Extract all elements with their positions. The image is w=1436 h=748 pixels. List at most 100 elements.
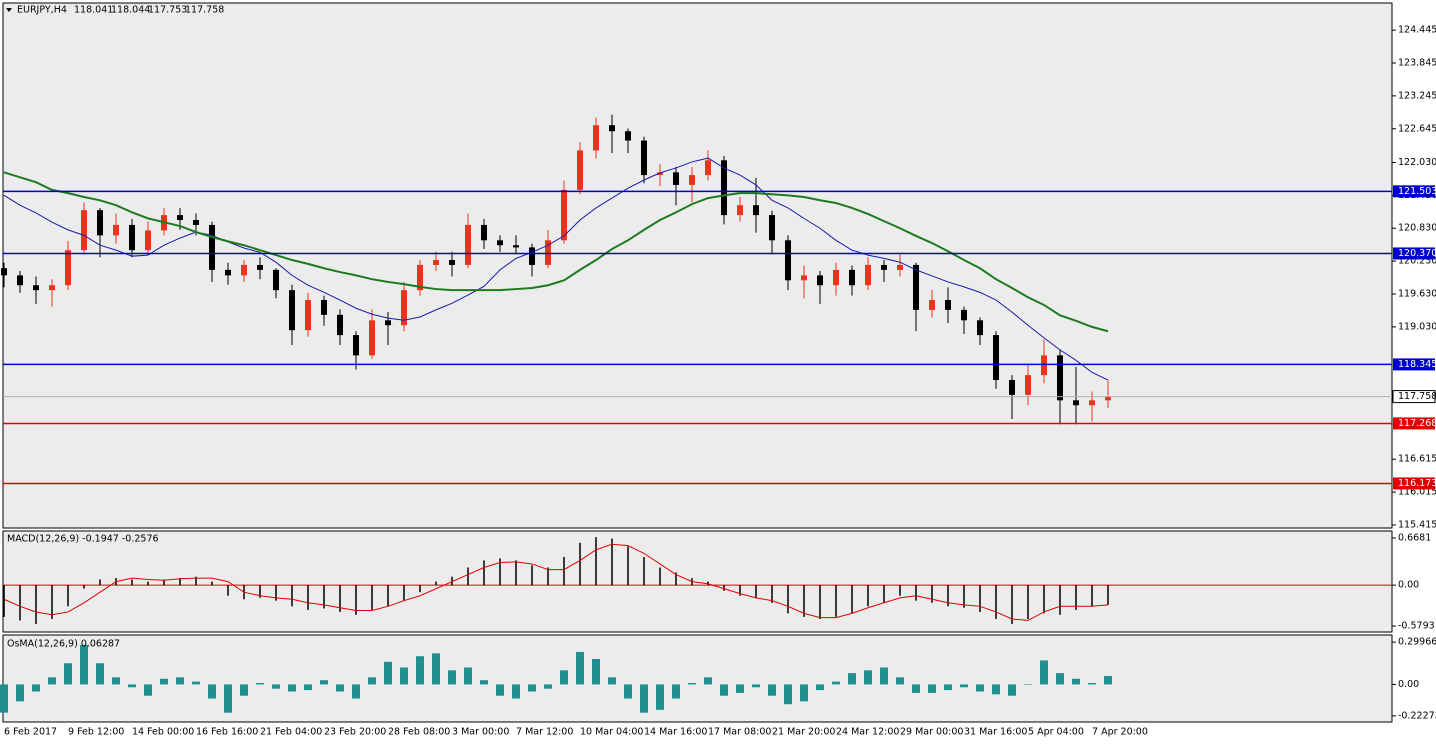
osma-bar — [768, 684, 776, 696]
x-tick-label: 7 Mar 12:00 — [516, 727, 573, 738]
candle-body — [769, 215, 775, 241]
candle-body — [497, 240, 503, 246]
osma-bar — [832, 681, 840, 685]
candle-body — [881, 264, 887, 270]
moving-average — [3, 157, 1109, 381]
candle-body — [945, 300, 951, 310]
osma-bar — [96, 663, 104, 685]
x-tick-label: 28 Feb 08:00 — [388, 727, 450, 738]
candle-body — [417, 264, 423, 291]
current-price-label: 117.758 — [1398, 391, 1436, 402]
level-box — [1393, 185, 1435, 198]
osma-bar — [224, 684, 232, 713]
candle-body — [785, 240, 791, 281]
osma-bar — [432, 653, 440, 685]
osma-bar — [992, 684, 1000, 695]
osma-bar — [304, 684, 312, 691]
panel-title: MACD(12,26,9) -0.1947 -0.2576 — [7, 534, 159, 545]
candle-body — [737, 205, 743, 216]
candle-body — [929, 300, 935, 310]
candle-body — [833, 269, 839, 286]
y-tick-label: 115.415 — [1398, 519, 1436, 530]
candle-body — [561, 189, 567, 241]
osma-bar — [48, 677, 56, 685]
osma-bar — [416, 656, 424, 685]
candle-body — [513, 245, 519, 248]
candle-body — [113, 224, 119, 236]
y-tick-label: -0.22273 — [1398, 710, 1436, 721]
level-label: 118.345 — [1398, 359, 1436, 370]
x-tick-label: 29 Mar 00:00 — [900, 727, 963, 738]
x-tick-label: 3 Mar 00:00 — [452, 727, 509, 738]
osma-bar — [912, 684, 920, 693]
candle-body — [1009, 380, 1015, 395]
candle-body — [17, 275, 23, 286]
osma-bar — [1104, 675, 1112, 685]
candle-body — [657, 172, 663, 176]
x-tick-label: 21 Mar 20:00 — [772, 727, 835, 738]
y-tick-label: 0.00 — [1398, 679, 1419, 690]
osma-bar — [624, 684, 632, 699]
osma-bar — [192, 681, 200, 685]
y-tick-label: 120.830 — [1398, 223, 1436, 234]
menu-arrow — [6, 8, 12, 12]
osma-bar — [320, 680, 328, 685]
x-tick-label: 31 Mar 16:00 — [964, 727, 1027, 738]
osma-bar — [864, 670, 872, 685]
candle-body — [369, 320, 375, 356]
x-tick-label: 21 Feb 04:00 — [260, 727, 322, 738]
candle-body — [593, 125, 599, 151]
y-tick-label: 0.6681 — [1398, 532, 1431, 543]
candle-body — [401, 290, 407, 326]
candle-body — [1073, 400, 1079, 406]
candle-body — [225, 269, 231, 276]
osma-bar — [352, 684, 360, 699]
osma-bar — [736, 684, 744, 693]
candle-body — [81, 210, 87, 251]
header-value: 118.041 — [74, 5, 113, 16]
signal-line — [3, 543, 1109, 621]
osma-bar — [208, 684, 216, 699]
osma-bar — [784, 684, 792, 705]
osma-bar — [848, 673, 856, 685]
x-tick-label: 10 Mar 04:00 — [580, 727, 643, 738]
osma-bar — [1088, 683, 1096, 685]
x-tick-label: 24 Mar 12:00 — [836, 727, 899, 738]
current-price-box — [1392, 390, 1436, 404]
candle-body — [961, 309, 967, 321]
osma-bar — [1056, 673, 1064, 685]
osma-bar — [976, 684, 984, 692]
candle-body — [353, 335, 359, 356]
osma-bar — [1040, 660, 1048, 685]
osma-bar — [112, 677, 120, 685]
osma-panel — [2, 634, 1393, 723]
candle-body — [673, 172, 679, 185]
candle-body — [465, 224, 471, 265]
candle-body — [49, 285, 55, 291]
y-tick-label: 123.245 — [1398, 90, 1436, 101]
osma-bar — [688, 683, 696, 685]
osma-bar — [656, 684, 664, 710]
osma-bar — [1072, 678, 1080, 685]
osma-bar — [464, 667, 472, 685]
candle-body — [337, 314, 343, 336]
candle-body — [977, 320, 983, 336]
level-label: 120.370 — [1398, 248, 1436, 259]
candle-body — [817, 275, 823, 286]
osma-bar — [880, 667, 888, 685]
candle-body — [273, 269, 279, 291]
y-tick-label: 0.00 — [1398, 580, 1419, 591]
osma-bar — [512, 684, 520, 699]
candle-body — [177, 215, 183, 221]
x-tick-label: 17 Mar 08:00 — [708, 727, 771, 738]
candle-body — [753, 205, 759, 216]
candle-body — [705, 160, 711, 176]
osma-bar — [448, 670, 456, 685]
candle-body — [1025, 375, 1031, 395]
candle-body — [1057, 355, 1063, 401]
candle-body — [625, 131, 631, 141]
osma-bar — [336, 684, 344, 692]
osma-bar — [288, 684, 296, 692]
osma-bar — [752, 684, 760, 688]
header-value: 117.753 — [148, 5, 187, 16]
